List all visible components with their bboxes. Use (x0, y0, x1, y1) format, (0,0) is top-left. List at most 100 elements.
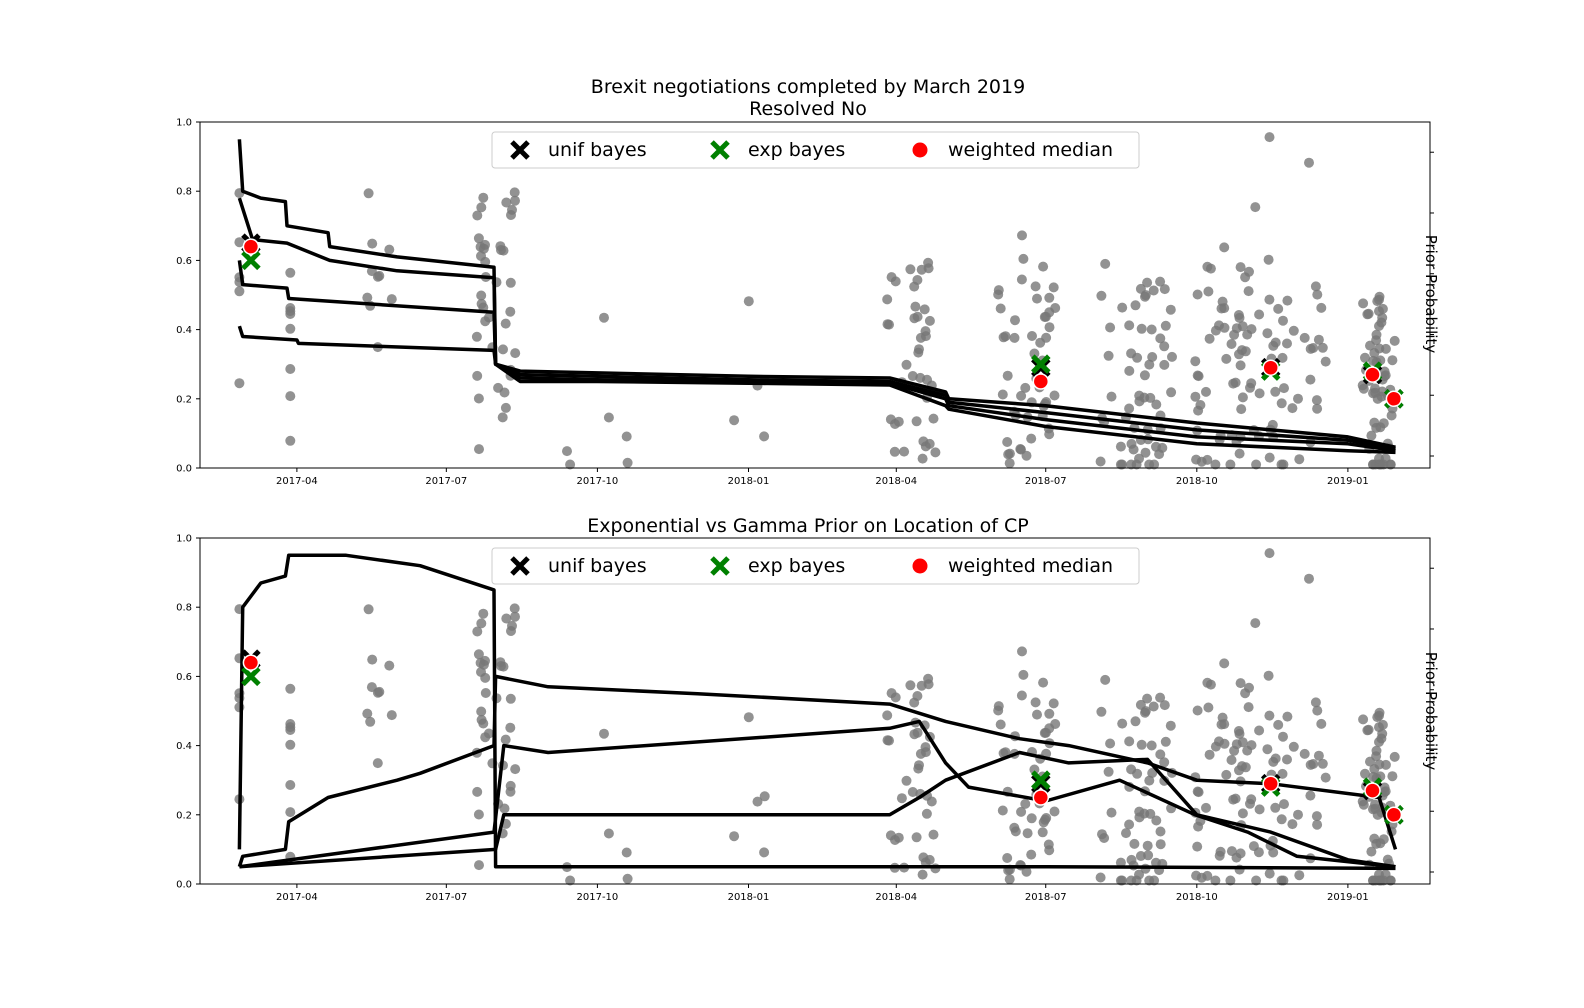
forecast-point (1136, 323, 1147, 334)
forecast-point (1159, 284, 1170, 295)
forecast-point (1264, 294, 1275, 305)
y-tick-label: 1.0 (176, 118, 192, 129)
forecast-point (889, 446, 900, 457)
legend: unif bayes exp bayes weighted median (491, 131, 1140, 169)
forecast-point (476, 618, 487, 629)
forecast-point (1016, 390, 1027, 401)
forecast-point (1044, 322, 1055, 333)
forecast-point (472, 210, 483, 221)
forecast-point (1287, 403, 1298, 414)
forecast-point (1320, 356, 1331, 367)
forecast-point (1234, 448, 1245, 459)
forecast-point (1270, 386, 1281, 397)
prior-curve (237, 260, 1396, 453)
forecast-point (1151, 815, 1162, 826)
forecast-point (1246, 324, 1257, 335)
forecast-point (386, 710, 397, 721)
legend-label: weighted median (948, 555, 1113, 577)
forecast-point (495, 241, 506, 252)
forecast-point (363, 188, 374, 199)
forecast-point (1000, 747, 1011, 758)
forecast-point (884, 319, 894, 330)
x-tick-label: 2018-10 (1176, 476, 1218, 487)
forecast-point (499, 803, 510, 814)
forecast-point (478, 192, 489, 203)
forecast-point (510, 764, 521, 775)
forecast-point (1038, 817, 1049, 828)
y-tick-label: 0.8 (176, 603, 192, 614)
exp-bayes-marker (1031, 354, 1051, 374)
forecast-point (478, 659, 489, 670)
forecast-point (1126, 764, 1137, 775)
forecast-point (1192, 705, 1203, 716)
forecast-point (1131, 459, 1142, 470)
forecast-point (499, 387, 510, 398)
forecast-point (1115, 441, 1126, 452)
forecast-point (911, 832, 922, 843)
forecast-point (1379, 782, 1390, 793)
legend-label: weighted median (948, 139, 1113, 161)
forecast-point (1155, 839, 1166, 850)
forecast-point (1144, 359, 1155, 370)
forecast-point (917, 869, 928, 880)
forecast-point (1371, 745, 1382, 756)
forecast-point (367, 238, 378, 249)
forecast-point (1010, 315, 1020, 326)
forecast-point (1142, 277, 1153, 288)
forecast-point (1004, 448, 1015, 459)
forecast-point (1015, 444, 1026, 454)
forecast-point (603, 412, 614, 423)
forecast-point (912, 275, 923, 285)
forecast-point (1276, 398, 1287, 409)
forecast-point (1140, 290, 1151, 301)
forecast-point (505, 306, 516, 317)
forecast-point (1030, 281, 1041, 292)
forecast-point (1277, 768, 1288, 779)
forecast-point (1151, 399, 1162, 410)
forecast-point (1305, 374, 1316, 385)
forecast-point (285, 323, 296, 334)
forecast-point (1378, 875, 1389, 886)
forecast-point (899, 446, 910, 457)
forecast-point (1192, 841, 1203, 852)
forecast-point (472, 626, 483, 637)
forecast-point (1016, 274, 1027, 285)
forecast-point (1264, 868, 1275, 879)
forecast-point (1236, 404, 1247, 415)
x-tick-label: 2018-04 (875, 892, 917, 903)
y-tick-label: 0.2 (176, 810, 192, 821)
forecast-point (1130, 716, 1141, 727)
forecast-point (1134, 396, 1145, 407)
forecast-point (1159, 700, 1170, 711)
legend-box (491, 131, 1140, 169)
forecast-point (1235, 360, 1246, 371)
forecast-point (1311, 395, 1322, 406)
prior-curve (237, 674, 1398, 868)
forecast-point (476, 202, 487, 213)
forecast-point (1117, 718, 1128, 729)
forecast-point (1225, 459, 1236, 470)
weighted-median-marker (1385, 390, 1403, 408)
forecast-point (1160, 736, 1171, 747)
forecast-point (886, 272, 897, 283)
forecast-point (1159, 359, 1170, 370)
forecast-point (505, 722, 516, 733)
forecast-point (1268, 756, 1279, 767)
forecast-point (1317, 758, 1328, 769)
legend-marker (710, 140, 730, 160)
forecast-point (480, 732, 491, 743)
forecast-point (905, 680, 916, 691)
forecast-point (1136, 739, 1147, 750)
weighted-median-marker (1364, 366, 1381, 383)
forecast-point (495, 657, 506, 668)
forecast-point (1310, 697, 1321, 708)
weighted-median-marker (1385, 806, 1403, 824)
forecast-point (1016, 690, 1027, 701)
plot-frame (199, 537, 1431, 885)
forecast-point (1363, 724, 1374, 735)
forecast-point (1190, 391, 1201, 402)
forecast-point (1382, 854, 1393, 865)
forecast-points (234, 132, 1400, 470)
forecast-point (1221, 353, 1232, 364)
forecast-point (1276, 814, 1287, 825)
